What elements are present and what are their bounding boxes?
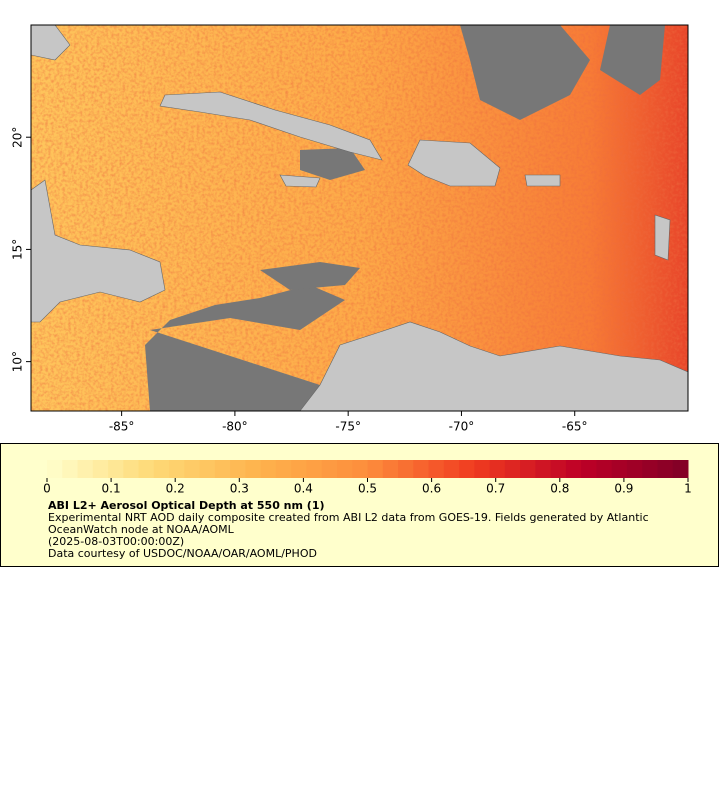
colorbar-swatch [626, 460, 643, 478]
land [31, 25, 688, 411]
map-raster [31, 25, 688, 411]
colorbar-swatch [657, 460, 674, 478]
colorbar-swatch [275, 460, 292, 478]
colorbar-tick-label: 0 [43, 482, 51, 496]
colorbar-swatch [443, 460, 460, 478]
colorbar-swatch [565, 460, 582, 478]
colorbar-swatch [474, 460, 491, 478]
colorbar-tick-label: 1 [684, 482, 692, 496]
colorbar-swatch [291, 460, 307, 478]
colorbar-swatch [642, 460, 658, 478]
colorbar-swatch [260, 460, 277, 478]
colorbar-swatch [596, 460, 613, 478]
legend-description: Experimental NRT AOD daily composite cre… [48, 511, 649, 536]
x-tick-label: -80° [222, 420, 248, 434]
x-tick-label: -85° [109, 420, 135, 434]
colorbar-swatch [77, 460, 94, 478]
colorbar-swatch [581, 460, 597, 478]
colorbar-swatch [520, 460, 536, 478]
colorbar-swatch [47, 460, 63, 478]
colorbar-tick-label: 0.2 [166, 482, 185, 496]
colorbar-swatch [306, 460, 323, 478]
y-tick-label: 20° [11, 127, 25, 148]
colorbar: 0 0.1 0.2 0.3 0.4 0.5 0.6 0.7 0.8 0.9 1 [43, 460, 692, 496]
colorbar-swatch [398, 460, 414, 478]
colorbar-swatch [138, 460, 155, 478]
map-frame [30, 24, 689, 412]
legend-credit: Data courtesy of USDOC/NOAA/OAR/AOML/PHO… [48, 547, 317, 560]
colorbar-swatch [459, 460, 475, 478]
colorbar-tick-label: 0.4 [294, 482, 313, 496]
colorbar-swatch [184, 460, 201, 478]
colorbar-swatch [321, 460, 338, 478]
y-tick-label: 15° [11, 239, 25, 260]
colorbar-swatch [382, 460, 399, 478]
colorbar-swatch [92, 460, 109, 478]
x-tick-label: -75° [335, 420, 361, 434]
colorbar-swatch [214, 460, 231, 478]
colorbar-swatch [428, 460, 445, 478]
colorbar-swatch [62, 460, 79, 478]
colorbar-swatch [336, 460, 353, 478]
x-tick-label: -65° [562, 420, 588, 434]
colorbar-swatch [550, 460, 567, 478]
colorbar-swatch [367, 460, 384, 478]
colorbar-swatch [504, 460, 521, 478]
colorbar-swatch [535, 460, 552, 478]
colorbar-swatch [352, 460, 368, 478]
colorbar-swatch [169, 460, 185, 478]
colorbar-swatch [199, 460, 216, 478]
colorbar-swatch [153, 460, 170, 478]
colorbar-swatch [123, 460, 140, 478]
colorbar-swatch [108, 460, 124, 478]
colorbar-swatch [672, 460, 689, 478]
colorbar-tick-label: 0.5 [358, 482, 377, 496]
legend-time: (2025-08-03T00:00:00Z) [48, 535, 185, 548]
legend-title: ABI L2+ Aerosol Optical Depth at 550 nm … [48, 499, 325, 512]
colorbar-tick-label: 0.8 [550, 482, 569, 496]
x-tick-label: -70° [449, 420, 475, 434]
colorbar-tick-label: 0.1 [102, 482, 121, 496]
colorbar-tick-label: 0.3 [230, 482, 249, 496]
colorbar-swatch [413, 460, 430, 478]
y-tick-label: 10° [11, 351, 25, 372]
colorbar-tick-label: 0.9 [614, 482, 633, 496]
colorbar-tick-label: 0.6 [422, 482, 441, 496]
colorbar-swatch [489, 460, 506, 478]
colorbar-swatch [230, 460, 246, 478]
colorbar-swatch [245, 460, 262, 478]
legend-text: ABI L2+ Aerosol Optical Depth at 550 nm … [48, 500, 688, 560]
colorbar-tick-label: 0.7 [486, 482, 505, 496]
colorbar-swatch [611, 460, 628, 478]
no-data [145, 25, 665, 411]
